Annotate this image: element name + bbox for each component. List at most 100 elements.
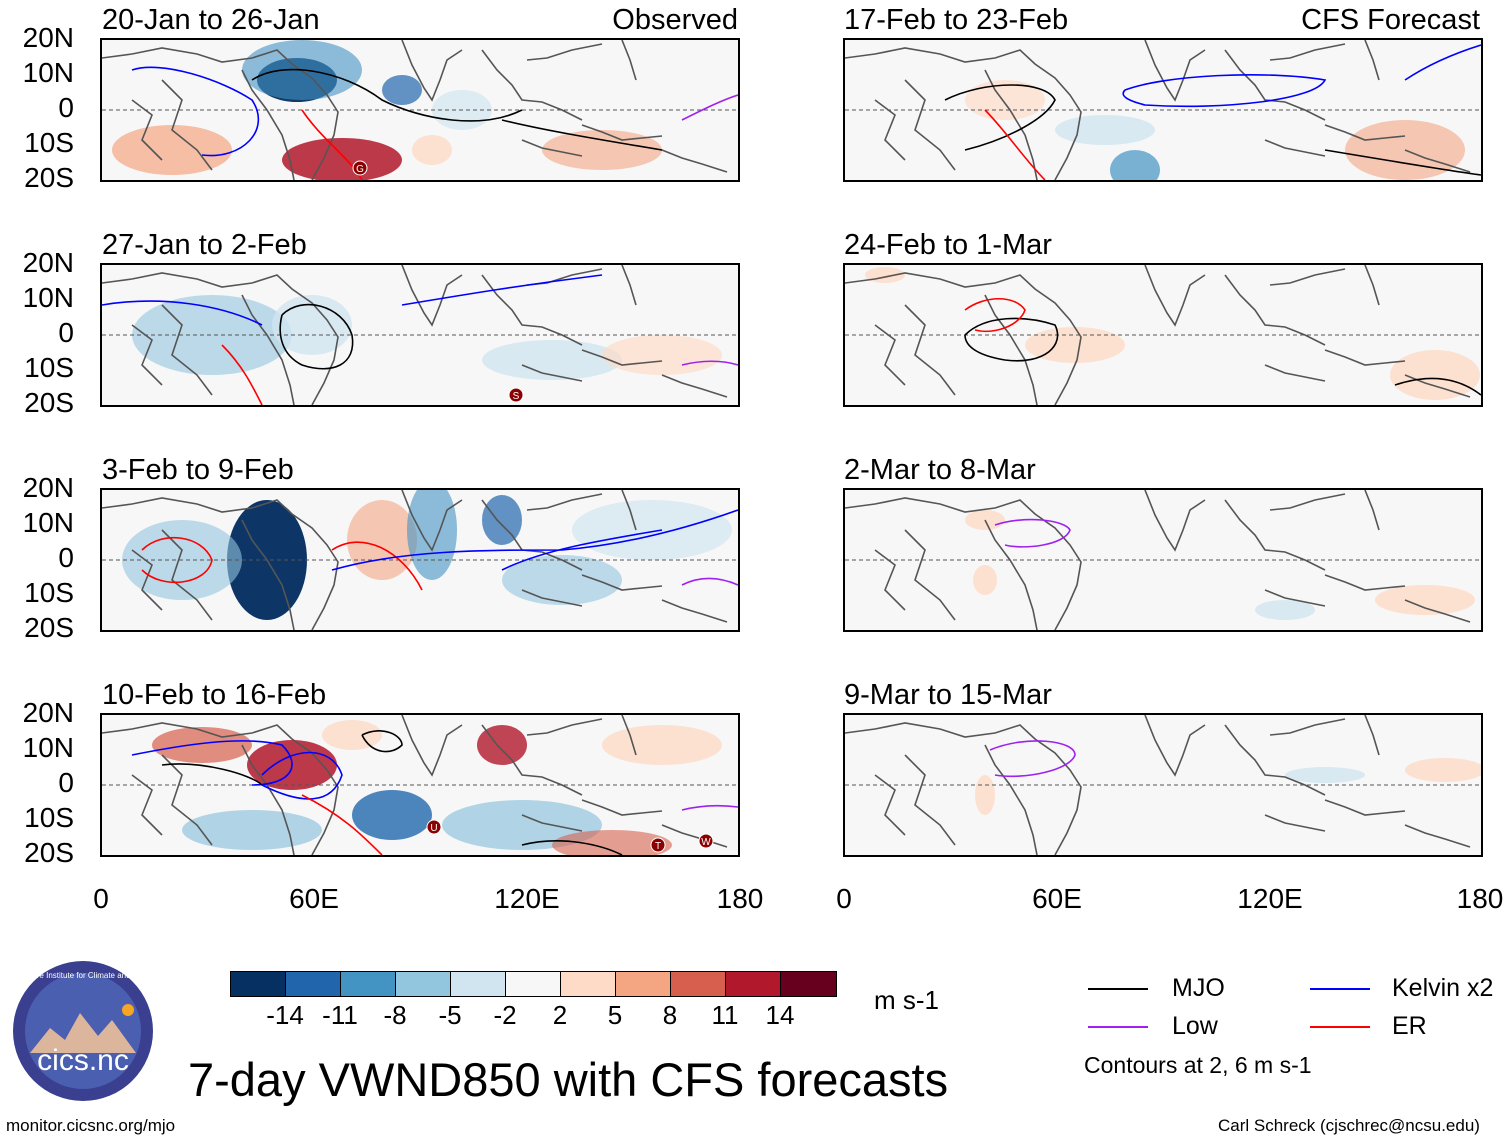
storm-marker-g: G: [352, 160, 368, 176]
wind-anomaly-shading: [482, 340, 622, 380]
wave-contour: [131, 66, 259, 157]
coastline: [1224, 49, 1326, 121]
y-label-row0-2: 0: [58, 92, 74, 123]
wave-contour: [261, 751, 343, 800]
y-label-row3-1: 10N: [22, 732, 74, 763]
y-label-row3-4: 20S: [24, 837, 74, 868]
wave-contour: [521, 840, 623, 855]
panel-title-right-0: 17-Feb to 23-Feb: [844, 4, 1069, 36]
colorbar-swatch-0: [231, 972, 286, 996]
legend-line-low: [1088, 1026, 1148, 1028]
coastline: [845, 47, 1082, 180]
x-label-right-180: 180: [1456, 883, 1504, 914]
coastline: [161, 754, 213, 846]
coastline: [581, 349, 663, 366]
map-canvas: S: [102, 265, 738, 405]
y-label-row3-3: 10S: [24, 802, 74, 833]
map-panel-right-3: [843, 713, 1483, 857]
storm-marker-s: S: [508, 387, 524, 403]
wind-anomaly-shading: [282, 138, 402, 180]
svg-text:W: W: [701, 837, 711, 848]
x-label-left-180: 180: [716, 883, 764, 914]
colorbar-swatch-5: [506, 972, 561, 996]
coastline: [1224, 274, 1326, 346]
y-label-row0-4: 20S: [24, 162, 74, 193]
colorbar-label-5: 2: [552, 1000, 568, 1030]
svg-text:G: G: [356, 164, 364, 175]
wind-anomaly-shading: [407, 490, 457, 580]
coastline: [131, 324, 163, 386]
y-label-row1-3: 10S: [24, 352, 74, 383]
colorbar-swatch-10: [781, 972, 836, 996]
coastline: [131, 774, 163, 836]
wave-contour: [141, 536, 213, 584]
coastline: [521, 364, 583, 382]
coastline: [661, 599, 728, 623]
wave-contour: [251, 68, 523, 122]
wind-anomaly-shading: [975, 775, 995, 815]
colorbar-swatch-4: [451, 972, 506, 996]
wave-contour: [994, 518, 1071, 548]
legend-note: Contours at 2, 6 m s-1: [1084, 1052, 1312, 1078]
coastline: [1269, 43, 1346, 61]
panel-title-left-2: 3-Feb to 9-Feb: [102, 454, 294, 486]
wind-anomaly-shading: [965, 80, 1045, 120]
coastline: [1324, 799, 1406, 816]
wave-contour: [221, 344, 263, 405]
footer-url: monitor.cicsnc.org/mjo: [6, 1116, 176, 1135]
wave-contour: [361, 730, 403, 753]
x-label-left-0: 0: [93, 883, 109, 914]
colorbar: [230, 971, 837, 997]
map-panel-left-3: U T W: [100, 713, 740, 857]
coastline: [481, 724, 583, 796]
coastline: [904, 529, 956, 621]
coastline: [621, 715, 637, 756]
wave-contour: [681, 577, 738, 586]
coastline: [161, 529, 213, 621]
coastline: [581, 799, 663, 816]
y-label-row0-1: 10N: [22, 57, 74, 88]
coastline: [845, 722, 1082, 855]
legend-line-kelvin: [1310, 988, 1370, 990]
coastline: [1404, 149, 1471, 173]
colorbar-label-7: 8: [662, 1000, 678, 1030]
wind-anomaly-shading: [1375, 585, 1475, 615]
coastline: [661, 374, 728, 398]
wind-anomaly-shading: [112, 125, 232, 175]
colorbar-swatch-9: [726, 972, 781, 996]
colorbar-swatch-1: [286, 972, 341, 996]
wind-anomaly-shading: [1255, 600, 1315, 620]
wind-anomaly-shading: [1025, 327, 1125, 363]
wind-anomaly-shading: [973, 565, 997, 595]
map-canvas: [845, 40, 1481, 180]
coastline: [1264, 814, 1326, 832]
colorbar-label-0: -14: [266, 1000, 304, 1030]
map-panel-right-1: [843, 263, 1483, 407]
coastline: [984, 519, 1038, 630]
coastline: [521, 589, 583, 607]
coastline: [581, 124, 663, 141]
coastline: [1224, 499, 1326, 571]
coastline: [661, 149, 728, 173]
coastline: [1364, 490, 1380, 531]
coastline: [1324, 574, 1406, 591]
wind-anomaly-shading: [602, 335, 722, 375]
coastline: [874, 549, 906, 611]
cics-logo: cics.nc Cooperative Institute for Climat…: [1, 958, 165, 1104]
main-title: 7-day VWND850 with CFS forecasts: [188, 1053, 949, 1106]
coastline: [526, 493, 603, 511]
coastline: [1269, 718, 1346, 736]
wind-anomaly-shading: [382, 75, 422, 105]
wave-contour: [102, 300, 263, 326]
coastline: [521, 139, 583, 157]
coastline: [1144, 40, 1206, 102]
y-label-row1-2: 0: [58, 317, 74, 348]
coastline: [1404, 374, 1471, 398]
wind-anomaly-shading: [502, 555, 622, 605]
coastline: [1364, 265, 1380, 306]
coastline: [621, 40, 637, 81]
coastline: [874, 99, 906, 161]
coastline: [481, 274, 583, 346]
coastline: [904, 79, 956, 171]
y-label-row3-2: 0: [58, 767, 74, 798]
